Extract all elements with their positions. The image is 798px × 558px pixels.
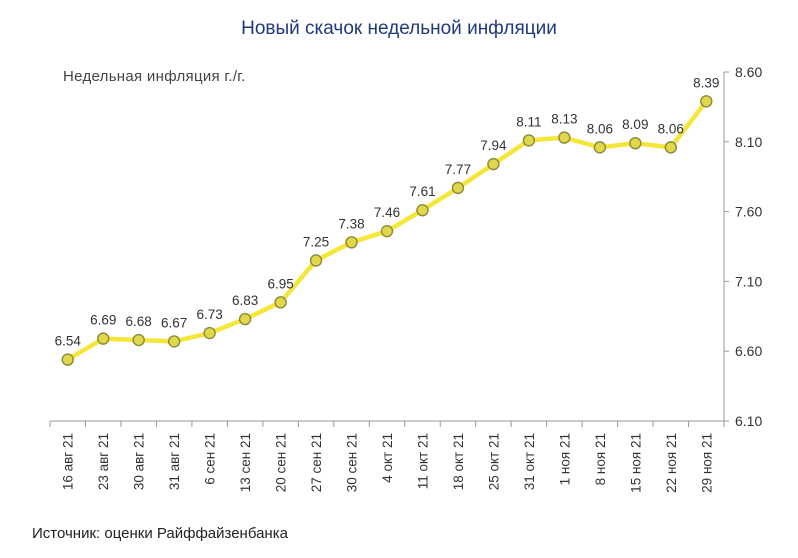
chart-subtitle: Недельная инфляция г./г.	[63, 68, 246, 85]
data-label: 8.13	[551, 112, 577, 127]
x-tick-label: 20 сен 21	[274, 433, 289, 492]
data-point	[451, 181, 465, 195]
data-label: 8.06	[587, 121, 613, 136]
x-tick-label: 30 сен 21	[345, 433, 360, 492]
data-point	[629, 136, 642, 150]
y-tick-label: 6.60	[735, 343, 762, 359]
data-label: 7.38	[338, 216, 364, 231]
data-label: 6.54	[55, 334, 82, 349]
data-point	[132, 333, 145, 347]
data-label: 7.61	[409, 184, 435, 199]
data-point	[203, 326, 216, 340]
data-label: 6.69	[90, 313, 116, 328]
x-tick-label: 23 авг 21	[96, 433, 111, 490]
chart-title: Новый скачок недельной инфляции	[241, 18, 557, 39]
x-tick-label: 27 сен 21	[309, 433, 324, 492]
x-tick-labels: 16 авг 21 23 авг 21 30 авг 21 31 авг 21 6 се…	[61, 433, 715, 493]
x-tick-label: 25 окт 21	[486, 433, 501, 490]
data-label: 8.09	[622, 117, 648, 132]
data-points	[61, 95, 713, 366]
data-point	[522, 134, 536, 147]
data-point	[380, 224, 394, 238]
data-point	[97, 332, 110, 345]
x-tick-label: 8 ноя 21	[593, 433, 608, 485]
data-point	[416, 204, 429, 217]
data-label: 8.11	[516, 114, 541, 129]
data-point	[558, 131, 571, 144]
data-point	[700, 95, 713, 108]
x-tick-label: 4 окт 21	[380, 433, 395, 483]
x-tick-label: 1 ноя 21	[557, 433, 572, 485]
data-label: 6.67	[161, 315, 187, 330]
x-tick-label: 31 авг 21	[167, 433, 182, 490]
x-tick-label: 18 окт 21	[451, 433, 466, 490]
data-label: 6.83	[232, 293, 258, 308]
data-label: 8.06	[658, 121, 684, 136]
data-point	[61, 353, 74, 366]
data-label: 6.73	[196, 307, 222, 322]
y-tick-label: 8.60	[735, 64, 762, 80]
x-tick-label: 22 ноя 21	[664, 433, 679, 493]
data-label: 8.39	[693, 75, 719, 90]
y-tick-label: 7.10	[735, 273, 762, 289]
x-tick-label: 30 авг 21	[132, 433, 147, 490]
x-tick-label: 29 ноя 21	[699, 433, 714, 493]
source-note: Источник: оценки Райффайзенбанка	[32, 525, 288, 542]
x-tick-label: 15 ноя 21	[628, 433, 643, 493]
data-label: 7.77	[445, 162, 471, 177]
data-point	[238, 312, 252, 326]
y-tick-label: 7.60	[735, 204, 762, 220]
x-tick-label: 6 сен 21	[203, 433, 218, 485]
data-label: 6.68	[126, 314, 152, 329]
x-tick-label: 13 сен 21	[238, 433, 253, 492]
data-point	[345, 236, 358, 249]
data-point	[487, 157, 500, 171]
data-label: 6.95	[267, 276, 293, 291]
data-point	[664, 141, 677, 154]
data-labels: 6.54 6.69 6.68 6.67 6.73 6.83 6.95 7.25 7.38 7.46…	[55, 75, 720, 348]
data-point	[274, 296, 287, 309]
data-point	[593, 141, 607, 154]
data-label: 7.25	[303, 234, 329, 249]
data-point	[309, 254, 323, 267]
x-tick-label: 16 авг 21	[61, 433, 76, 490]
axes	[49, 71, 729, 427]
y-tick-labels: 6.10 6.60 7.10 7.60 8.10 8.60	[735, 64, 762, 429]
data-point	[167, 335, 181, 348]
y-tick-label: 6.10	[735, 413, 762, 429]
x-tick-label: 31 окт 21	[522, 433, 537, 490]
x-tick-label: 11 окт 21	[415, 433, 430, 489]
y-tick-label: 8.10	[735, 134, 762, 150]
data-label: 7.94	[480, 138, 507, 153]
data-label: 7.46	[374, 205, 400, 220]
